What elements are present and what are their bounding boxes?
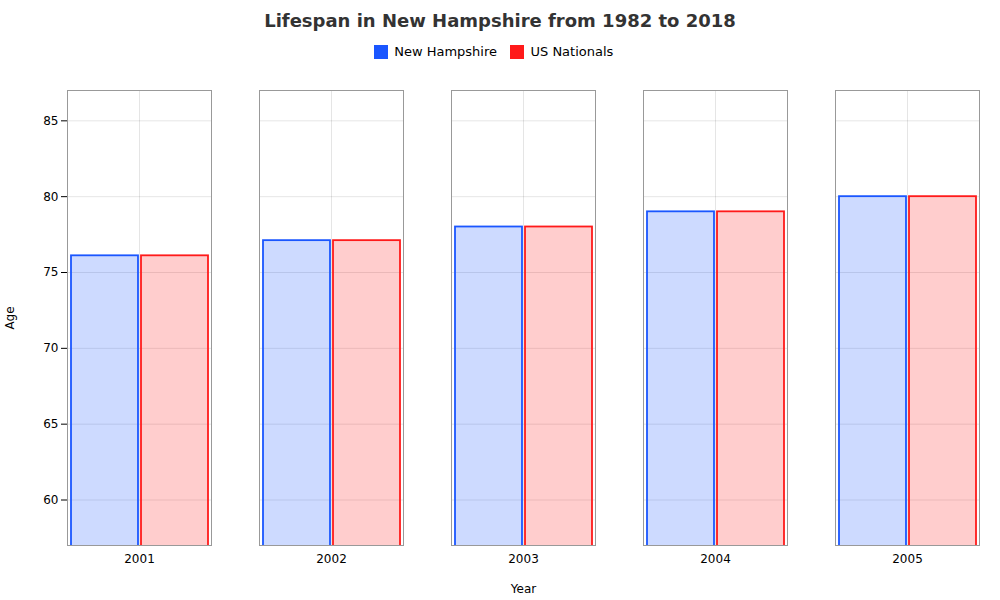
html-text:US Nationals: US Nationals: [530, 44, 614, 59]
svg-text:2002: 2002: [316, 552, 347, 566]
svg-text:70: 70: [43, 341, 58, 355]
svg-text:80: 80: [43, 189, 58, 203]
svg-text:2003: 2003: [508, 552, 539, 566]
svg-text:2004: 2004: [700, 552, 731, 566]
svg-text:Age: Age: [3, 306, 17, 329]
svg-text:2005: 2005: [892, 552, 923, 566]
html-text:New Hampshire: New Hampshire: [394, 44, 497, 59]
svg-text:65: 65: [43, 417, 58, 431]
svg-text:75: 75: [43, 265, 58, 279]
html-text:Lifespan in New Hampshire from: Lifespan in New Hampshire from 1982 to 2…: [264, 10, 736, 31]
svg-text:Year: Year: [510, 581, 536, 595]
svg-text:85: 85: [43, 113, 58, 127]
svg-text:60: 60: [43, 492, 58, 506]
svg-text:2001: 2001: [124, 552, 155, 566]
